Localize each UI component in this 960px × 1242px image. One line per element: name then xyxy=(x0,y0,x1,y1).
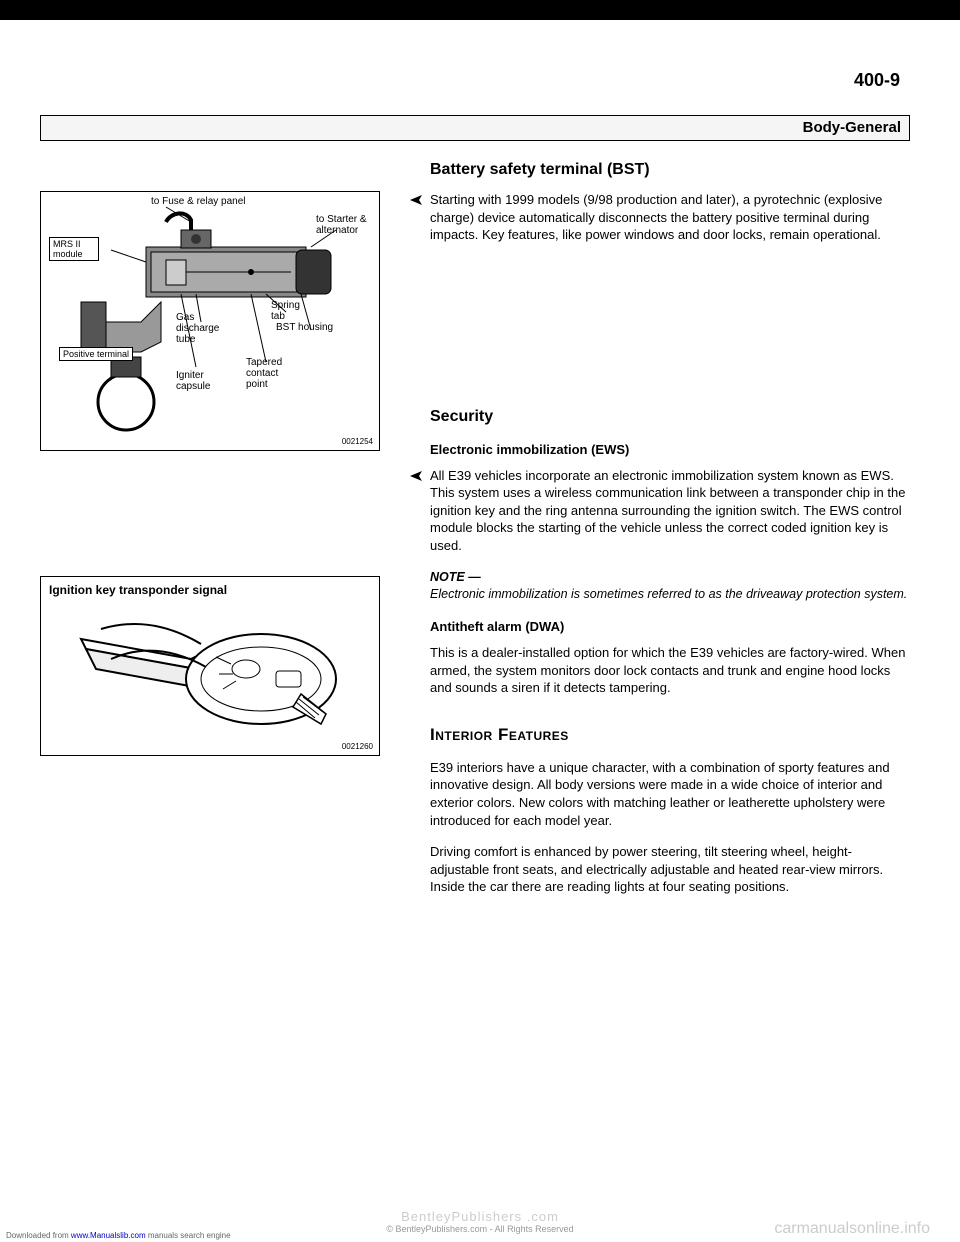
section-header: Body-General xyxy=(803,119,901,136)
right-column: Battery safety terminal (BST) Starting w… xyxy=(420,161,910,910)
arrow-left-icon xyxy=(408,193,424,207)
section-header-box: Body-General xyxy=(40,115,910,141)
heading-bst: Battery safety terminal (BST) xyxy=(430,161,910,179)
spacer xyxy=(430,258,910,408)
page-content: 400-9 Body-General xyxy=(0,20,960,930)
para-ews: All E39 vehicles incorporate an electron… xyxy=(430,467,910,555)
dl-link[interactable]: www.Manualslib.com xyxy=(71,1231,146,1240)
label-starter: to Starter & alternator xyxy=(316,214,371,236)
label-fuse: to Fuse & relay panel xyxy=(151,196,246,207)
key-diagram-svg xyxy=(61,599,361,744)
heading-ews: Electronic immobilization (EWS) xyxy=(430,442,910,457)
heading-interior: Interior Features xyxy=(430,725,910,745)
para-interior1: E39 interiors have a unique character, w… xyxy=(430,759,910,829)
arrow-left-icon xyxy=(408,469,424,483)
left-column: to Fuse & relay panel to Starter & alter… xyxy=(40,161,420,910)
para-bst: Starting with 1999 models (9/98 producti… xyxy=(430,191,910,244)
download-footer: Downloaded from www.Manualslib.com manua… xyxy=(6,1231,231,1240)
note-text: Electronic immobilization is sometimes r… xyxy=(430,586,910,603)
note-block: NOTE — Electronic immobilization is some… xyxy=(430,568,910,603)
heading-security: Security xyxy=(430,408,910,426)
label-gas: Gas discharge tube xyxy=(176,312,231,345)
label-bst-housing: BST housing xyxy=(276,322,333,333)
label-tapered: Tapered contact point xyxy=(246,357,291,390)
watermark-right: carmanualsonline.info xyxy=(774,1220,930,1238)
label-positive: Positive terminal xyxy=(59,347,133,361)
para-ews-wrap: All E39 vehicles incorporate an electron… xyxy=(430,467,910,555)
figure-key: Ignition key transponder signal xyxy=(40,576,380,756)
page-number: 400-9 xyxy=(854,70,900,91)
label-igniter: Igniter capsule xyxy=(176,370,221,392)
figure2-title: Ignition key transponder signal xyxy=(49,583,227,597)
content-columns: to Fuse & relay panel to Starter & alter… xyxy=(40,161,910,910)
top-black-bar xyxy=(0,0,960,20)
label-mrs: MRS II module xyxy=(49,237,99,261)
dl-pre: Downloaded from xyxy=(6,1231,71,1240)
dl-post: manuals search engine xyxy=(146,1231,231,1240)
label-spring: Spring tab xyxy=(271,300,311,322)
figure-bst: to Fuse & relay panel to Starter & alter… xyxy=(40,191,380,451)
para-bst-wrap: Starting with 1999 models (9/98 producti… xyxy=(430,191,910,244)
note-label: NOTE — xyxy=(430,570,481,584)
para-dwa: This is a dealer-installed option for wh… xyxy=(430,644,910,697)
heading-dwa: Antitheft alarm (DWA) xyxy=(430,619,910,634)
figure2-id: 0021260 xyxy=(342,742,373,751)
figure1-id: 0021254 xyxy=(342,437,373,446)
para-interior2: Driving comfort is enhanced by power ste… xyxy=(430,843,910,896)
